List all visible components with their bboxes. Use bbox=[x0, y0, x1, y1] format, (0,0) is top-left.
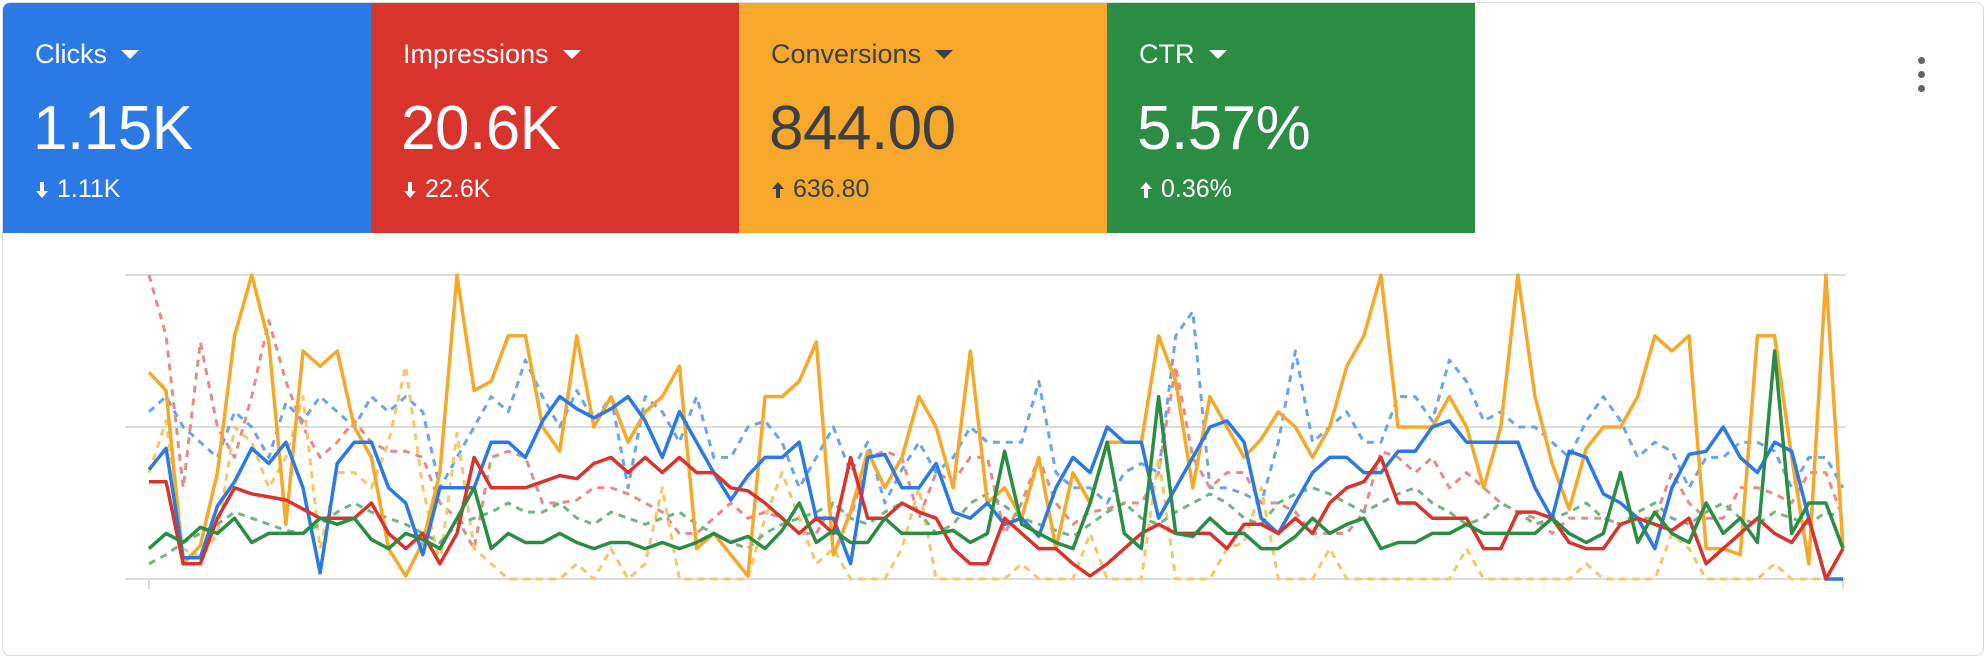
metric-delta: 1.11K bbox=[57, 175, 121, 203]
metric-value: 844.00 bbox=[769, 94, 956, 163]
dropdown-caret-icon[interactable] bbox=[562, 50, 581, 59]
line-chart bbox=[125, 273, 1845, 589]
arrow-down-icon bbox=[404, 181, 416, 198]
metric-tile-impressions[interactable]: Impressions 20.6K 22.6K bbox=[371, 3, 739, 233]
metric-name: Conversions bbox=[771, 39, 922, 69]
metric-delta: 0.36% bbox=[1161, 175, 1232, 203]
more-vert-icon[interactable] bbox=[1915, 55, 1927, 95]
series-line-1 bbox=[147, 394, 1843, 581]
metric-delta: 636.80 bbox=[793, 175, 870, 203]
metric-name: CTR bbox=[1139, 39, 1195, 69]
metric-value: 20.6K bbox=[401, 94, 561, 163]
dropdown-caret-icon[interactable] bbox=[935, 50, 954, 59]
series-line-3 bbox=[147, 349, 1845, 551]
metric-name: Impressions bbox=[403, 39, 549, 69]
arrow-up-icon bbox=[772, 181, 784, 198]
arrow-down-icon bbox=[36, 181, 48, 198]
dropdown-caret-icon[interactable] bbox=[1208, 50, 1227, 59]
metric-tile-clicks[interactable]: Clicks 1.15K 1.11K bbox=[3, 3, 371, 233]
metric-delta: 22.6K bbox=[425, 175, 491, 203]
metric-value: 5.57% bbox=[1137, 94, 1311, 163]
series-line-4 bbox=[148, 310, 1845, 505]
metric-tile-conversions[interactable]: Conversions 844.00 636.80 bbox=[739, 3, 1107, 233]
series-line-0 bbox=[147, 273, 1845, 578]
arrow-up-icon bbox=[1140, 181, 1152, 198]
series-line-5 bbox=[147, 274, 1845, 551]
metric-tiles: Clicks 1.15K 1.11K Impressions 20.6K 22.… bbox=[3, 3, 1475, 233]
metric-name: Clicks bbox=[35, 39, 107, 69]
dropdown-caret-icon[interactable] bbox=[121, 50, 139, 59]
metric-value: 1.15K bbox=[33, 94, 193, 163]
metric-tile-ctr[interactable]: CTR 5.57% 0.36% bbox=[1107, 3, 1475, 233]
series-line-2 bbox=[149, 455, 1845, 581]
